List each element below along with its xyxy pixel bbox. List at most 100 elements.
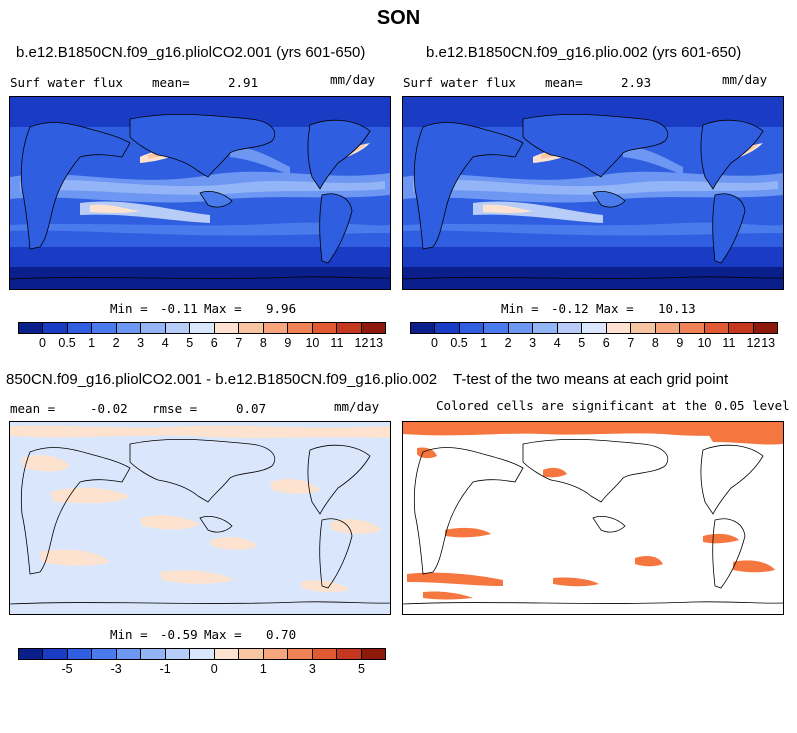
colorbar-swatch (606, 323, 632, 333)
colorbar-swatch (263, 649, 289, 659)
colorbar-tick-label: -1 (159, 662, 171, 676)
panel1-variable: Surf water flux (10, 75, 123, 90)
panel2-units: mm/day (722, 72, 768, 87)
colorbar-tick-label: 5 (186, 336, 194, 350)
panel3-rmse-label: rmse = (152, 401, 198, 416)
panel3-map (9, 421, 391, 615)
colorbar-swatch (116, 323, 142, 333)
colorbar-swatch (337, 323, 362, 333)
colorbar-swatch (508, 323, 534, 333)
panel1-title: b.e12.B1850CN.f09_g16.pliolCO2.001 (yrs … (16, 44, 366, 61)
panel1-max: 9.96 (266, 301, 297, 316)
figure-title: SON (376, 7, 421, 29)
colorbar-swatch (288, 323, 313, 333)
colorbar-tick-label: 13 (369, 336, 384, 350)
colorbar-tick-label: 11 (722, 336, 736, 350)
colorbar-swatch (190, 649, 215, 659)
colorbar-tick-label: 0.5 (450, 336, 468, 350)
colorbar-swatch (43, 649, 68, 659)
colorbar-tick-label: 5 (357, 662, 365, 676)
colorbar-swatch (582, 323, 607, 333)
panel3-min: -0.59 (160, 627, 198, 642)
panel4-subtitle: Colored cells are significant at the 0.0… (436, 398, 790, 413)
panel3-max-label: Max = (204, 627, 242, 642)
panel3-units: mm/day (334, 399, 380, 414)
colorbar-tick-label: 10 (697, 336, 712, 350)
colorbar-tick-label: 4 (553, 336, 561, 350)
colorbar-tick-label: 1 (259, 662, 267, 676)
colorbar-swatch (484, 323, 509, 333)
panel2-title: b.e12.B1850CN.f09_g16.plio.002 (yrs 601-… (426, 44, 742, 61)
colorbar-swatch (631, 323, 656, 333)
colorbar-swatch (214, 323, 240, 333)
colorbar-tick-label: 0 (431, 336, 439, 350)
panel1-map (9, 96, 391, 290)
colorbar-swatch (141, 649, 166, 659)
colorbar-swatch (459, 323, 485, 333)
panel3-title: 850CN.f09_g16.pliolCO2.001 - b.e12.B1850… (6, 371, 438, 388)
colorbar-tick-label: 1 (88, 336, 96, 350)
colorbar-tick-label: 7 (235, 336, 243, 350)
colorbar-tick-label: -3 (110, 662, 122, 676)
panel1-min-label: Min = (110, 301, 148, 316)
colorbar-tick-label: 10 (305, 336, 320, 350)
colorbar-swatch (43, 323, 68, 333)
panel3-mean-label: mean = (10, 401, 56, 416)
colorbar-tick-label: 3 (529, 336, 537, 350)
colorbar-tick-label: 9 (284, 336, 292, 350)
panel2-mean-label: mean= (545, 75, 583, 90)
colorbar-tick-label: 0.5 (58, 336, 76, 350)
colorbar-swatch (67, 649, 93, 659)
panel2-colorbar-ticks: 0 0.5 1 2 3 4 5 6 7 8 9 10 11 12 13 (410, 334, 778, 350)
colorbar-tick-label: 8 (651, 336, 659, 350)
colorbar-swatch (729, 323, 754, 333)
colorbar-swatch (239, 323, 264, 333)
panel2-variable: Surf water flux (403, 75, 516, 90)
colorbar-tick-label: 6 (210, 336, 218, 350)
colorbar-swatch (165, 649, 191, 659)
colorbar-swatch (92, 649, 117, 659)
colorbar-tick-label: 9 (676, 336, 684, 350)
colorbar-swatch (19, 649, 44, 659)
panel3-mean: -0.02 (90, 401, 128, 416)
colorbar-tick-label: 5 (578, 336, 586, 350)
colorbar-tick-label: 4 (161, 336, 169, 350)
colorbar-tick-label: 0 (210, 662, 218, 676)
panel2-max-label: Max = (596, 301, 634, 316)
colorbar-tick-label: 11 (330, 336, 344, 350)
colorbar-tick-label: 7 (627, 336, 635, 350)
colorbar-swatch (116, 649, 142, 659)
colorbar-tick-label: 3 (308, 662, 316, 676)
panel2-min: -0.12 (551, 301, 589, 316)
colorbar-swatch (435, 323, 460, 333)
panel3-colorbar (18, 648, 386, 660)
colorbar-tick-label: 12 (354, 336, 369, 350)
colorbar-swatch (557, 323, 583, 333)
panel4-map (402, 421, 784, 615)
colorbar-swatch (655, 323, 681, 333)
panel1-units: mm/day (330, 72, 376, 87)
colorbar-swatch (263, 323, 289, 333)
colorbar-swatch (239, 649, 264, 659)
colorbar-swatch (165, 323, 191, 333)
colorbar-swatch (92, 323, 117, 333)
colorbar-tick-label: 0 (39, 336, 47, 350)
panel2-precip-field (403, 97, 783, 289)
colorbar-swatch (533, 323, 558, 333)
colorbar-tick-label: 6 (602, 336, 610, 350)
panel3-max: 0.70 (266, 627, 297, 642)
colorbar-tick-label: 1 (480, 336, 488, 350)
panel2-map (402, 96, 784, 290)
colorbar-tick-label: 8 (259, 336, 267, 350)
colorbar-swatch (411, 323, 436, 333)
colorbar-swatch (190, 323, 215, 333)
colorbar-tick-label: 2 (112, 336, 120, 350)
panel3-diff-field (10, 422, 390, 614)
colorbar-swatch (680, 323, 705, 333)
panel4-significance-field (403, 422, 783, 614)
panel3-min-label: Min = (110, 627, 148, 642)
panel4-title: T-test of the two means at each grid poi… (453, 371, 729, 388)
colorbar-tick-label: 12 (746, 336, 761, 350)
colorbar-swatch (753, 323, 778, 333)
colorbar-swatch (141, 323, 166, 333)
